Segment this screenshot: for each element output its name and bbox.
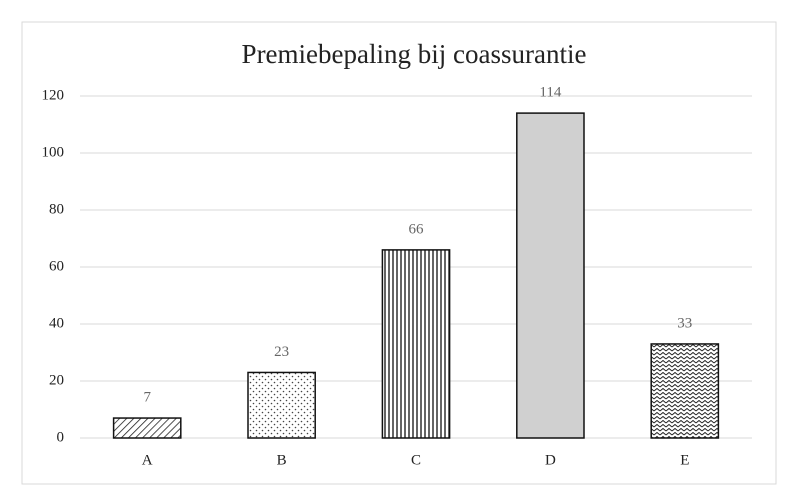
y-tick-label: 100 — [42, 144, 65, 160]
x-tick-label: D — [545, 452, 556, 468]
y-tick-label: 120 — [42, 87, 65, 103]
y-tick-label: 80 — [49, 201, 64, 217]
bar — [381, 249, 451, 439]
bar — [516, 112, 585, 439]
y-tick-label: 60 — [49, 258, 64, 274]
chart-title: Premiebepaling bij coassurantie — [242, 39, 587, 69]
y-tick-label: 40 — [49, 315, 64, 331]
y-tick-label: 20 — [49, 372, 64, 388]
value-label: 23 — [274, 344, 289, 360]
value-label: 66 — [409, 221, 425, 237]
y-tick-label: 0 — [57, 429, 65, 445]
x-tick-label: B — [277, 452, 287, 468]
value-label: 114 — [539, 85, 561, 101]
x-tick-label: E — [680, 452, 689, 468]
bar — [247, 371, 316, 439]
x-tick-label: C — [411, 452, 421, 468]
bar — [112, 417, 182, 439]
x-tick-label: A — [142, 452, 153, 468]
bar — [650, 343, 720, 439]
value-label: 33 — [677, 315, 692, 331]
value-label: 7 — [143, 389, 151, 405]
